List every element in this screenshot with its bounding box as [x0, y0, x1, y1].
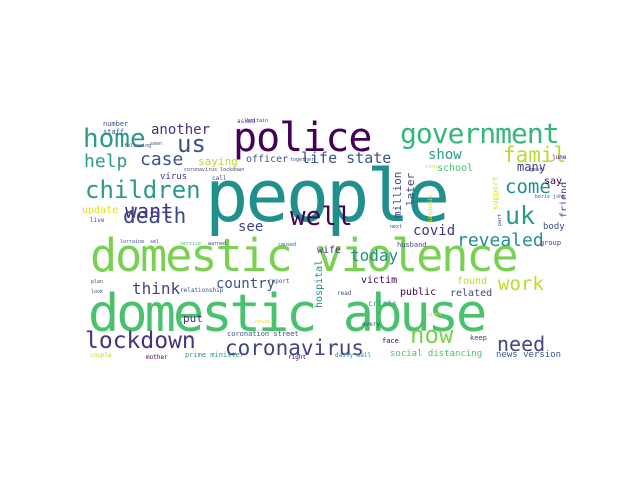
word: related — [450, 288, 493, 299]
word: say — [544, 176, 563, 187]
word: keep — [470, 334, 487, 342]
word: officer — [246, 154, 289, 165]
word: hospital — [314, 259, 325, 308]
word: life state — [301, 149, 392, 167]
word: relationship — [180, 287, 224, 294]
word: lockdown — [85, 328, 196, 354]
word: prime minister — [185, 351, 245, 359]
word: coronavirus lockdown — [184, 167, 245, 173]
word: june — [552, 154, 566, 161]
word: school — [437, 163, 474, 174]
word: country — [216, 276, 276, 292]
word: public — [400, 287, 437, 298]
word: need — [497, 332, 546, 356]
word: seen — [150, 141, 163, 147]
word: government — [400, 118, 560, 150]
word: group — [540, 239, 562, 247]
word: us — [177, 130, 206, 158]
word: right — [288, 354, 307, 361]
word: million — [391, 171, 404, 218]
word: coronavirus — [225, 336, 365, 360]
word: caused — [278, 242, 297, 248]
word: show — [428, 147, 462, 163]
word: support — [491, 176, 500, 210]
word: later — [404, 172, 417, 206]
word: home — [83, 124, 146, 154]
word: next — [390, 224, 403, 230]
word: warned — [208, 241, 227, 247]
word: service — [180, 241, 202, 247]
word: daily mail — [335, 352, 372, 359]
word: lorraine — [120, 239, 145, 245]
word: call — [212, 175, 227, 182]
word: wife — [317, 245, 342, 256]
word: number — [103, 120, 129, 128]
word: couple — [90, 352, 112, 359]
word: put — [183, 312, 203, 325]
word: many — [517, 160, 546, 174]
word: saying — [198, 155, 238, 168]
word: pandemic — [427, 194, 434, 223]
word: domestic abuse — [88, 284, 487, 344]
word: every — [362, 321, 381, 328]
word: husband — [397, 241, 427, 249]
word: read — [337, 290, 352, 297]
word: friend — [559, 181, 566, 218]
word: see — [238, 219, 264, 235]
word: night — [427, 312, 443, 318]
word: found — [457, 276, 488, 287]
word: report — [268, 278, 290, 285]
word: domestic violence — [90, 229, 519, 282]
word: revealed — [457, 230, 544, 251]
word: police — [233, 118, 372, 161]
word: family — [503, 143, 566, 167]
word: another — [151, 122, 211, 138]
word: live — [90, 217, 105, 224]
word: body — [543, 222, 565, 232]
word: come — [505, 176, 551, 198]
word: britain — [247, 118, 269, 124]
word-cloud: people domestic violence domestic abuse … — [80, 118, 566, 363]
word: well — [290, 202, 353, 232]
word: victim — [361, 275, 398, 286]
word: plan — [91, 279, 104, 285]
word: virus — [160, 172, 188, 182]
word: mother — [146, 354, 168, 361]
word: boris johnson — [535, 194, 566, 200]
word: want — [125, 199, 174, 223]
word: death — [123, 204, 187, 228]
word: crisis — [368, 299, 397, 308]
word: stop — [425, 164, 438, 170]
word: update — [82, 205, 119, 216]
word: together — [290, 157, 315, 163]
word: asked — [237, 118, 256, 125]
word: help — [84, 151, 128, 172]
word: people — [205, 154, 450, 238]
word: face — [382, 337, 399, 345]
word: work — [498, 273, 544, 295]
word: following — [124, 143, 152, 149]
word: geoff — [530, 167, 546, 173]
word: today — [350, 246, 399, 265]
word: think — [132, 279, 181, 298]
word: children — [85, 176, 201, 204]
word: news version — [496, 350, 562, 360]
word: social distancing — [390, 349, 483, 359]
word: sel — [150, 239, 160, 245]
word: case — [140, 149, 184, 170]
word: look — [91, 289, 104, 295]
word: uk — [505, 201, 536, 230]
word: house — [255, 319, 271, 325]
word: part — [497, 213, 503, 226]
word: covid — [413, 223, 456, 239]
word: staff — [103, 128, 125, 136]
word: coronation street — [227, 330, 299, 338]
word: now — [410, 321, 454, 349]
